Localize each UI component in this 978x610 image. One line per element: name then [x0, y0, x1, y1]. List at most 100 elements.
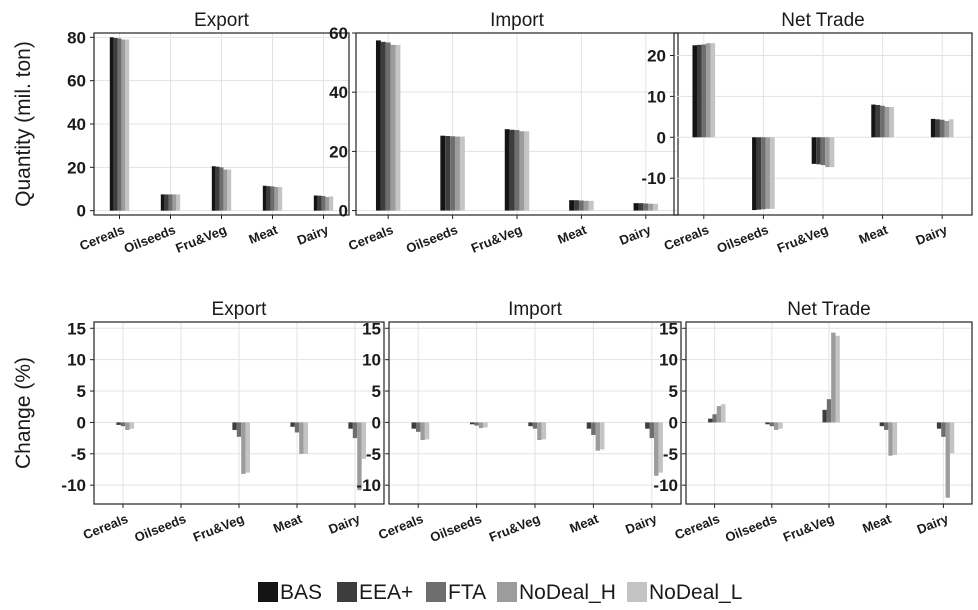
bar-meat-fta: [578, 200, 584, 211]
bar-cereals-nodealh: [420, 422, 425, 440]
y-tick-label: 0: [657, 128, 666, 147]
y-tick-label: 5: [669, 382, 678, 401]
bar-oilseeds-eea: [445, 135, 451, 211]
bar-fruveg-nodealh: [241, 422, 246, 474]
bar-dairy-fta: [352, 422, 358, 439]
bar-cereals-fta: [120, 422, 126, 427]
bar-cereals-eea: [708, 418, 713, 423]
y-tick-label: 40: [329, 83, 348, 102]
y-tick-label: 10: [362, 351, 381, 370]
y-tick-label: 60: [67, 72, 86, 91]
bar-cereals-nodeall: [710, 43, 716, 138]
bar-meat-fta: [270, 186, 275, 211]
bar-cereals-nodeall: [424, 422, 430, 440]
bar-dairy-nodealh: [648, 203, 654, 211]
bar-dairy-eea: [317, 195, 322, 211]
x-tick-label: Dairy: [623, 511, 659, 537]
bar-meat-nodealh: [884, 107, 890, 138]
bar-dairy-nodeall: [361, 422, 367, 459]
bar-meat-nodeall: [892, 422, 898, 456]
bar-fruveg-fta: [820, 137, 826, 166]
legend-label: NoDeal_L: [649, 581, 742, 604]
legend-label: NoDeal_H: [519, 581, 616, 604]
x-tick-label: Meat: [860, 511, 894, 536]
bar-oilseeds-eea: [765, 422, 770, 425]
bar-dairy-nodeall: [658, 422, 663, 473]
legend-swatch: [258, 582, 278, 602]
bar-fruveg-nodeall: [524, 131, 530, 211]
bar-cereals-eea: [380, 41, 386, 211]
x-tick-label: Fru&Veg: [775, 222, 830, 256]
y-tick-label: 20: [647, 46, 666, 65]
bar-dairy-nodealh: [357, 422, 362, 491]
panel-1-import: Import 0 20 40 60 Cereals Oilseeds Fru&Veg Meat D…: [329, 10, 679, 256]
x-tick-label: Cereals: [81, 511, 130, 543]
bar-fruveg-nodealh: [831, 332, 836, 423]
x-tick-label: Oilseeds: [122, 222, 178, 256]
y-tick-label: -5: [663, 445, 678, 464]
x-tick-label: Fru&Veg: [487, 511, 542, 545]
panel-4-import: Import -10 -5 0 5 10 15 Cereals Oilseeds Fru&Veg M…: [356, 299, 682, 545]
bar-cereals-bas: [109, 37, 114, 211]
bar-fruveg-nodealh: [519, 131, 525, 211]
y-tick-label: 15: [659, 319, 678, 338]
bar-oilseeds-eea: [756, 137, 762, 210]
bar-cereals-fta: [385, 42, 391, 211]
bar-meat-eea: [290, 422, 295, 427]
bar-fruveg-nodeall: [835, 335, 840, 423]
bar-cereals-eea: [116, 422, 121, 425]
panel-title: Import: [508, 299, 563, 320]
bar-fruveg-fta: [532, 422, 538, 429]
bar-dairy-nodealh: [944, 120, 949, 138]
x-tick-label: Cereals: [77, 222, 126, 254]
bar-cereals-nodealh: [390, 44, 396, 211]
bar-meat-eea: [574, 200, 579, 211]
bar-meat-nodeall: [600, 422, 605, 450]
x-tick-label: Dairy: [914, 222, 950, 248]
y-tick-label: 10: [659, 351, 678, 370]
bar-oilseeds-nodeall: [459, 136, 465, 211]
bar-meat-nodealh: [299, 422, 304, 454]
bar-cereals-eea: [697, 44, 702, 138]
x-tick-label: Fru&Veg: [469, 222, 524, 256]
bar-oilseeds-bas: [440, 135, 446, 211]
y-tick-label: -10: [61, 476, 86, 495]
bar-cereals-fta: [712, 414, 717, 423]
bar-dairy-eea: [936, 422, 942, 429]
bar-meat-fta: [884, 422, 889, 430]
bar-cereals-nodealh: [121, 39, 126, 211]
y-tick-label: 15: [67, 319, 86, 338]
x-tick-label: Cereals: [376, 511, 425, 543]
bar-cereals-eea: [113, 37, 118, 211]
legend: BAS EEA+ FTA NoDeal_H NoDeal_L: [258, 581, 742, 604]
bar-fruveg-eea: [232, 422, 237, 430]
x-tick-label: Oilseeds: [723, 511, 779, 545]
bar-fruveg-fta: [826, 399, 832, 423]
bar-meat-bas: [569, 200, 575, 211]
x-tick-label: Fru&Veg: [191, 511, 246, 545]
x-tick-label: Meat: [271, 511, 305, 536]
y-tick-label: -5: [71, 445, 86, 464]
bar-oilseeds-nodealh: [765, 137, 771, 209]
x-tick-label: Fru&Veg: [781, 511, 836, 545]
bar-fruveg-bas: [211, 166, 216, 211]
bar-dairy-bas: [930, 118, 936, 138]
bar-meat-fta: [591, 422, 596, 435]
bar-meat-bas: [871, 104, 876, 138]
legend-label: BAS: [280, 581, 322, 604]
x-tick-label: Oilseeds: [715, 222, 771, 256]
bar-dairy-nodeall: [329, 196, 334, 211]
bar-dairy-fta: [941, 422, 946, 437]
bar-oilseeds-eea: [164, 194, 169, 211]
bar-meat-nodealh: [888, 422, 893, 456]
y-tick-label: 5: [77, 382, 86, 401]
bar-cereals-nodeall: [721, 404, 726, 423]
y-tick-label: 20: [67, 158, 86, 177]
bar-oilseeds-nodeall: [176, 194, 181, 211]
bar-oilseeds-nodeall: [778, 422, 783, 429]
bar-dairy-eea: [645, 422, 650, 429]
bar-cereals-fta: [415, 422, 421, 432]
bar-cereals-nodeall: [395, 44, 401, 211]
bar-dairy-nodeall: [948, 119, 954, 138]
